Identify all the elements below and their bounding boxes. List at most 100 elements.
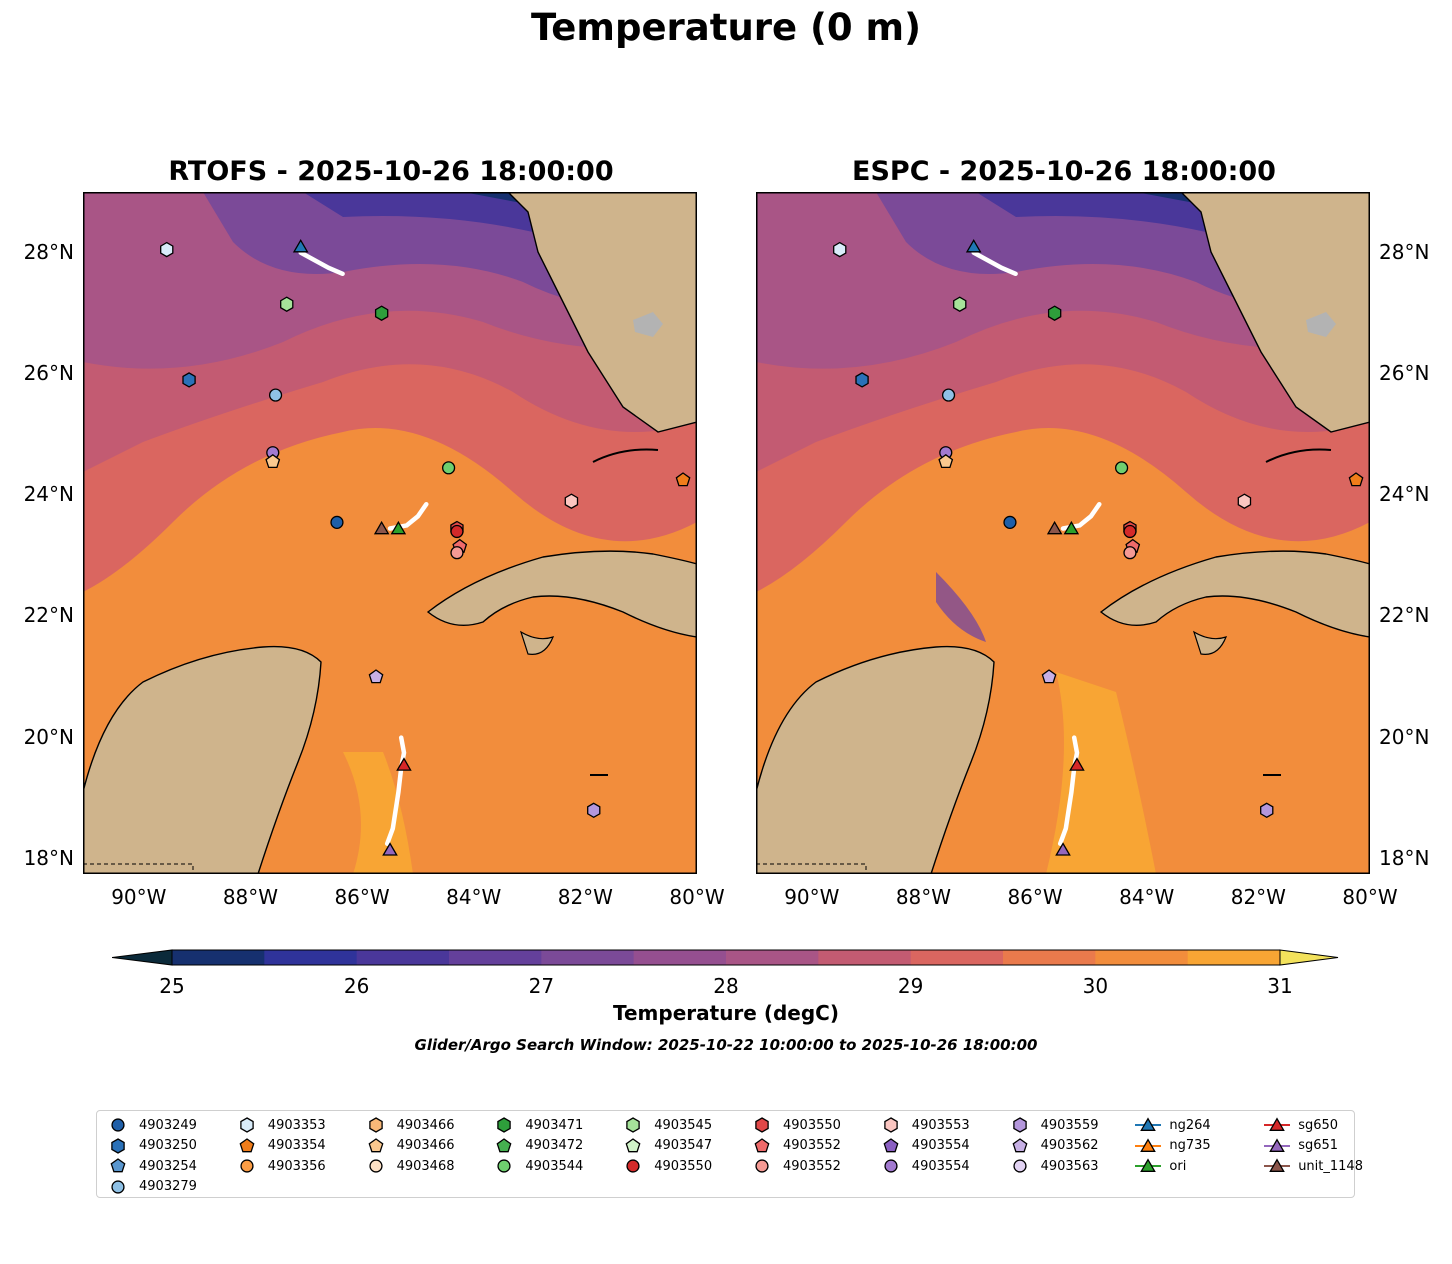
warm-core-rtofs bbox=[343, 752, 413, 874]
legend-label: sg651 bbox=[1298, 1138, 1339, 1153]
legend-label: 4903562 bbox=[1040, 1138, 1099, 1153]
map-marker-11 bbox=[1003, 515, 1017, 529]
colorbar-segment-7 bbox=[818, 950, 912, 965]
circle-marker-icon bbox=[111, 1118, 125, 1132]
map-marker-20 bbox=[1260, 802, 1274, 819]
colorbar-tick-6: 31 bbox=[1267, 974, 1293, 998]
colorbar-tick-4: 29 bbox=[897, 974, 924, 998]
map-marker-4 bbox=[182, 372, 196, 388]
map-marker-17 bbox=[1123, 546, 1137, 560]
map-marker-21 bbox=[1055, 842, 1071, 856]
hexagon-marker-icon bbox=[368, 1117, 383, 1133]
florida-keys bbox=[592, 448, 659, 463]
colorbar bbox=[112, 949, 1339, 966]
legend-label: sg650 bbox=[1298, 1117, 1339, 1133]
map-marker-13 bbox=[1063, 520, 1080, 535]
circle-marker-icon bbox=[884, 1159, 898, 1173]
legend-label: 4903466 bbox=[396, 1138, 455, 1153]
glider-track-0 bbox=[298, 250, 345, 277]
map-marker-3 bbox=[1047, 305, 1062, 321]
lat-label-espc-1: 26°N bbox=[1379, 360, 1430, 385]
map-marker-0 bbox=[160, 241, 174, 258]
legend-item: 4903353 bbox=[232, 1115, 326, 1135]
map-marker-20 bbox=[587, 802, 601, 819]
map-marker-5 bbox=[268, 388, 283, 402]
map-marker-11 bbox=[330, 515, 344, 529]
colorbar-segment-8 bbox=[910, 950, 1004, 965]
legend-item: 4903279 bbox=[103, 1177, 197, 1197]
land-isla-juventud bbox=[1192, 630, 1228, 655]
hexagon-marker-icon bbox=[240, 1117, 254, 1133]
legend-label: 4903554 bbox=[911, 1138, 970, 1153]
legend-label: 4903468 bbox=[396, 1158, 455, 1174]
lat-label-rtofs-3: 22°N bbox=[23, 603, 74, 628]
hexagon-marker-icon bbox=[497, 1117, 512, 1133]
legend-label: ori bbox=[1169, 1158, 1187, 1174]
pentagon-marker-icon bbox=[110, 1158, 126, 1173]
circle-marker-icon bbox=[755, 1159, 769, 1173]
map-marker-2 bbox=[280, 296, 294, 312]
hexagon-marker-icon bbox=[111, 1137, 125, 1154]
circle-marker-icon bbox=[626, 1159, 640, 1173]
main-title: Temperature (0 m) bbox=[530, 6, 922, 49]
legend-label: 4903544 bbox=[525, 1158, 584, 1174]
lat-label-rtofs-2: 24°N bbox=[23, 482, 74, 507]
lat-label-rtofs-1: 26°N bbox=[23, 360, 74, 385]
colorbar-segment-3 bbox=[449, 950, 542, 965]
map-marker-10 bbox=[675, 472, 691, 487]
glider-track-2 bbox=[384, 735, 407, 846]
lon-label-espc-3: 84°W bbox=[1119, 885, 1175, 909]
triangle-marker-icon bbox=[1135, 1137, 1162, 1152]
legend-label: ng264 bbox=[1169, 1117, 1211, 1133]
lon-label-espc-5: 80°W bbox=[1342, 885, 1398, 909]
panel-title-espc: ESPC - 2025-10-26 18:00:00 bbox=[852, 156, 1276, 187]
map-marker-7 bbox=[938, 453, 954, 469]
legend-label: 4903466 bbox=[396, 1117, 455, 1133]
land-yucatan bbox=[83, 645, 322, 874]
triangle-marker-icon bbox=[1264, 1158, 1291, 1172]
legend-label: 4903550 bbox=[783, 1117, 841, 1133]
map-marker-19 bbox=[396, 757, 412, 771]
map-marker-17 bbox=[450, 546, 464, 560]
pentagon-marker-icon bbox=[883, 1137, 899, 1152]
legend-item: 4903554 bbox=[876, 1136, 970, 1156]
map-marker-5 bbox=[941, 388, 956, 402]
border-dashed bbox=[756, 863, 867, 874]
warm-core-espc bbox=[1046, 672, 1156, 874]
lon-label-rtofs-3: 84°W bbox=[446, 885, 502, 909]
legend-item: ng264 bbox=[1133, 1115, 1211, 1135]
colorbar-segment-10 bbox=[1095, 950, 1189, 965]
legend-label: 4903563 bbox=[1040, 1158, 1099, 1174]
map-marker-12 bbox=[1046, 520, 1063, 535]
legend-item: 4903254 bbox=[103, 1156, 197, 1176]
glider-track-2 bbox=[1057, 735, 1080, 846]
legend-label: ng735 bbox=[1169, 1138, 1211, 1153]
legend-item: 4903545 bbox=[618, 1115, 712, 1135]
legend-item: 4903550 bbox=[618, 1156, 712, 1176]
lon-label-espc-2: 86°W bbox=[1007, 885, 1063, 909]
lon-label-rtofs-0: 90°W bbox=[111, 885, 167, 909]
legend-label: 4903559 bbox=[1040, 1117, 1099, 1133]
glider-track-0 bbox=[971, 250, 1018, 277]
map-frame bbox=[756, 192, 1370, 874]
circle-marker-icon bbox=[240, 1159, 254, 1173]
map-marker-9 bbox=[564, 493, 579, 509]
legend-item: 4903562 bbox=[1005, 1136, 1099, 1156]
land-cuba bbox=[1099, 550, 1370, 638]
legend-label: 4903550 bbox=[654, 1158, 713, 1174]
legend-item: 4903554 bbox=[876, 1156, 970, 1176]
legend-item: 4903553 bbox=[876, 1115, 970, 1135]
colorbar-segment-1 bbox=[264, 950, 358, 965]
hexagon-marker-icon bbox=[626, 1117, 640, 1133]
legend-item: 4903466 bbox=[361, 1115, 455, 1135]
circle-marker-icon bbox=[368, 1159, 383, 1173]
legend-item: 4903544 bbox=[489, 1156, 583, 1176]
map-marker-18 bbox=[1041, 669, 1057, 684]
map-panel-rtofs bbox=[83, 192, 697, 874]
pentagon-marker-icon bbox=[625, 1137, 641, 1152]
map-frame bbox=[83, 192, 697, 874]
legend-item: 4903552 bbox=[747, 1136, 841, 1156]
legend-item: sg650 bbox=[1262, 1115, 1338, 1135]
colorbar-tick-3: 28 bbox=[713, 974, 739, 998]
pentagon-marker-icon bbox=[1012, 1137, 1028, 1152]
